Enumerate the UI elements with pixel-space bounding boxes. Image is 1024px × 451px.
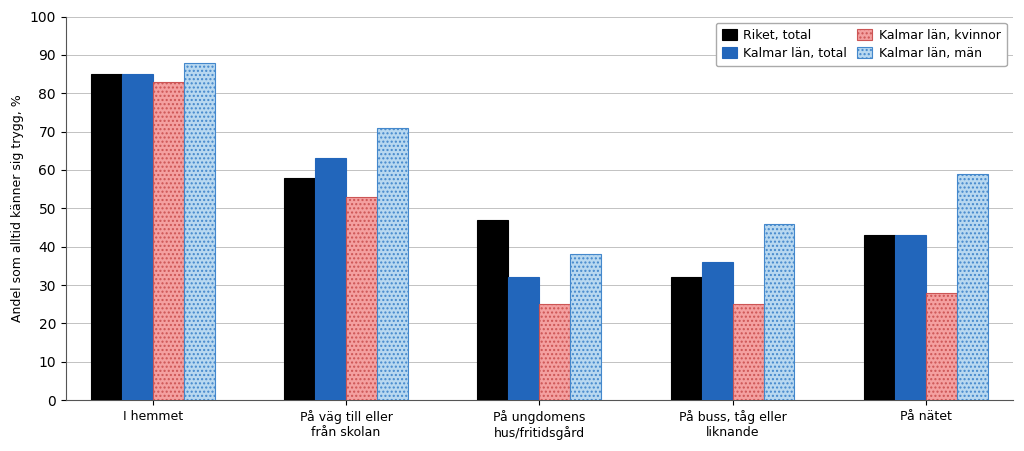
Bar <box>477 220 508 400</box>
Bar <box>926 293 956 400</box>
Bar <box>540 304 570 400</box>
Bar <box>285 178 315 400</box>
Bar <box>732 304 764 400</box>
Bar <box>377 128 408 400</box>
Bar <box>122 74 153 400</box>
Bar <box>895 235 926 400</box>
Bar <box>183 63 215 400</box>
Legend: Riket, total, Kalmar län, total, Kalmar län, kvinnor, Kalmar län, män: Riket, total, Kalmar län, total, Kalmar … <box>716 23 1007 66</box>
Bar <box>508 277 540 400</box>
Bar <box>956 174 988 400</box>
Bar <box>315 158 346 400</box>
Bar <box>346 197 377 400</box>
Bar <box>570 254 601 400</box>
Bar <box>764 224 795 400</box>
Y-axis label: Andel som alltid känner sig trygg, %: Andel som alltid känner sig trygg, % <box>11 94 25 322</box>
Bar <box>864 235 895 400</box>
Bar <box>91 74 122 400</box>
Bar <box>701 262 732 400</box>
Bar <box>153 82 183 400</box>
Bar <box>671 277 701 400</box>
